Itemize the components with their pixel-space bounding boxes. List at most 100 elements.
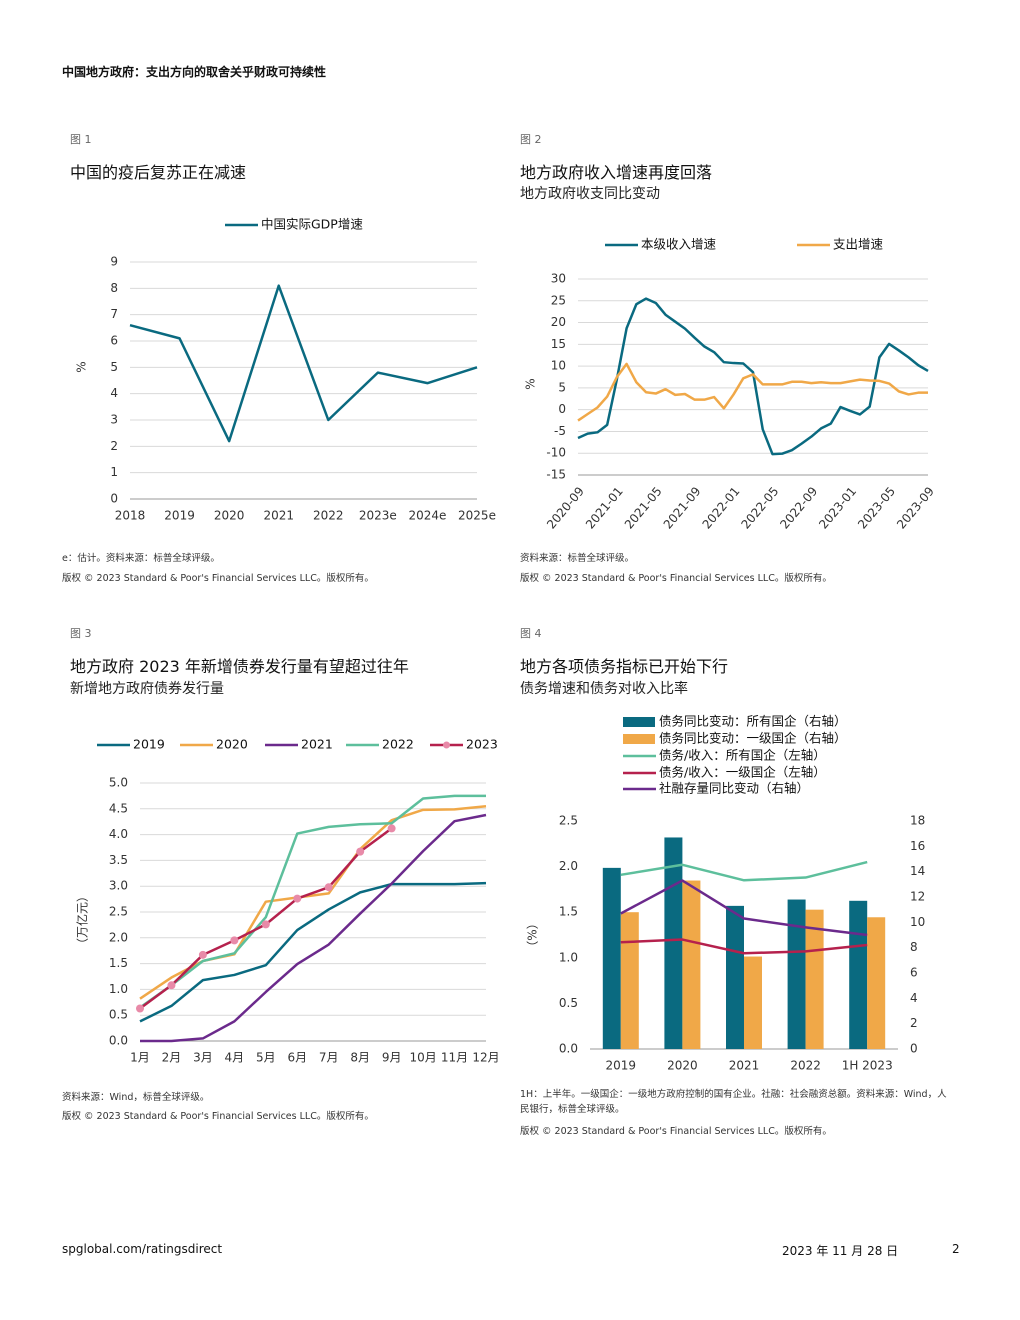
marker: [293, 894, 302, 903]
y-axis-label: %: [75, 361, 89, 372]
y2-tick-label: 10: [910, 915, 925, 929]
y-tick-label: 0.0: [109, 1034, 128, 1048]
x-tick-label: 2022-09: [777, 484, 820, 531]
x-tick-label: 2021-09: [661, 484, 704, 531]
y-tick-label: -5: [554, 424, 566, 438]
chart-note: e：估计。资料来源：标普全球评级。: [62, 553, 220, 564]
x-tick-label: 9月: [382, 1051, 402, 1065]
copyright: 版权 © 2023 Standard & Poor's Financial Se…: [62, 573, 374, 584]
line: [620, 879, 868, 937]
y-tick-label: 1: [110, 465, 118, 479]
line: [129, 284, 478, 443]
y-tick-label: 4.5: [109, 801, 128, 815]
x-tick-label: 2020-09: [544, 484, 587, 531]
legend-label: 2022: [382, 737, 414, 752]
y-tick-label: 5: [558, 380, 566, 394]
y-tick-label: 10: [551, 359, 566, 373]
y-tick-label: 0.0: [559, 1042, 578, 1056]
x-tick-label: 2018: [115, 509, 146, 523]
chart-title: 地方政府 2023 年新增债券发行量有望超过往年: [70, 657, 409, 676]
bar: [867, 917, 886, 1049]
legend-label: 2019: [133, 737, 165, 752]
legend-label: 本级收入增速: [641, 237, 717, 252]
y-tick-label: 1.5: [109, 956, 128, 970]
legend-label: 中国实际GDP增速: [261, 217, 363, 232]
y2-tick-label: 2: [910, 1016, 918, 1030]
line: [139, 881, 487, 1023]
chart-note: 资料来源：标普全球评级。: [520, 553, 635, 564]
line: [620, 938, 868, 955]
line: [577, 362, 928, 422]
x-tick-label: 2023-01: [816, 484, 859, 531]
legend-label: 债务同比变动：所有国企（右轴）: [659, 714, 847, 729]
y2-tick-label: 8: [910, 940, 918, 954]
x-tick-label: 1月: [130, 1051, 150, 1065]
y-tick-label: 3: [110, 413, 118, 427]
footer-date: 2023 年 11 月 28 日: [782, 1244, 899, 1258]
legend-label: 债务/收入：一级国企（左轴）: [659, 765, 826, 780]
x-tick-label: 2021-05: [622, 484, 665, 531]
x-tick-label: 2020: [667, 1059, 698, 1073]
legend-label: 2021: [301, 737, 333, 752]
y-axis-label: %: [524, 378, 538, 389]
x-tick-label: 2022-01: [700, 484, 743, 531]
footer-url: spglobal.com/ratingsdirect: [62, 1242, 223, 1256]
bar: [849, 900, 868, 1049]
y-tick-label: 15: [551, 337, 566, 351]
y-tick-label: 8: [110, 281, 118, 295]
y-tick-label: -10: [546, 446, 566, 460]
copyright: 版权 © 2023 Standard & Poor's Financial Se…: [520, 573, 832, 584]
marker: [198, 950, 207, 959]
x-tick-label: 10月: [409, 1051, 436, 1065]
x-tick-label: 2020: [214, 509, 245, 523]
marker: [167, 981, 176, 990]
bar: [744, 956, 762, 1049]
y-tick-label: 1.0: [109, 982, 128, 996]
bar: [805, 909, 824, 1049]
y-tick-label: 25: [551, 293, 566, 307]
y-tick-label: 2.0: [109, 930, 128, 944]
y-tick-label: 9: [110, 255, 118, 269]
legend-label: 社融存量同比变动（右轴）: [659, 781, 809, 796]
line: [139, 794, 486, 1009]
legend-label: 支出增速: [833, 237, 884, 252]
y-tick-label: 0.5: [109, 1008, 128, 1022]
y-tick-label: 1.0: [559, 950, 578, 964]
figure-label: 图 4: [520, 627, 542, 640]
marker: [356, 847, 365, 856]
chart-note: 1H：上半年。一级国企：一级地方政府控制的国有企业。社融：社会融资总额。资料来源…: [520, 1089, 947, 1115]
legend-label: 2020: [216, 737, 248, 752]
x-tick-label: 2025e: [458, 509, 496, 523]
x-tick-label: 2023-05: [855, 484, 898, 531]
chart-note: 资料来源：Wind，标普全球评级。: [62, 1092, 210, 1103]
x-tick-label: 2022-05: [738, 484, 781, 531]
y2-tick-label: 14: [910, 864, 925, 878]
page-number: 2: [952, 1242, 960, 1256]
x-tick-label: 2023-09: [894, 484, 937, 531]
x-tick-label: 5月: [256, 1051, 276, 1065]
x-tick-label: 3月: [193, 1051, 213, 1065]
x-tick-label: 2022: [313, 509, 344, 523]
figure-label: 图 1: [70, 133, 92, 146]
y2-tick-label: 6: [910, 966, 918, 980]
x-tick-label: 1H 2023: [842, 1059, 893, 1073]
y2-tick-label: 18: [910, 814, 925, 828]
chart-subtitle: 新增地方政府债券发行量: [70, 681, 224, 697]
marker: [230, 936, 239, 945]
line: [140, 813, 487, 1043]
bar: [682, 880, 701, 1049]
y-tick-label: 5: [110, 360, 118, 374]
y-tick-label: -15: [546, 468, 566, 482]
x-tick-label: 2月: [162, 1051, 182, 1065]
x-tick-label: 2021: [263, 509, 294, 523]
line: [620, 860, 868, 882]
y-tick-label: 3.5: [109, 853, 128, 867]
y-tick-label: 30: [551, 272, 566, 286]
y-tick-label: 7: [110, 307, 118, 321]
copyright: 版权 © 2023 Standard & Poor's Financial Se…: [520, 1126, 832, 1137]
marker: [261, 920, 270, 929]
copyright: 版权 © 2023 Standard & Poor's Financial Se…: [62, 1111, 374, 1122]
y2-tick-label: 12: [910, 890, 925, 904]
bar: [787, 899, 806, 1049]
